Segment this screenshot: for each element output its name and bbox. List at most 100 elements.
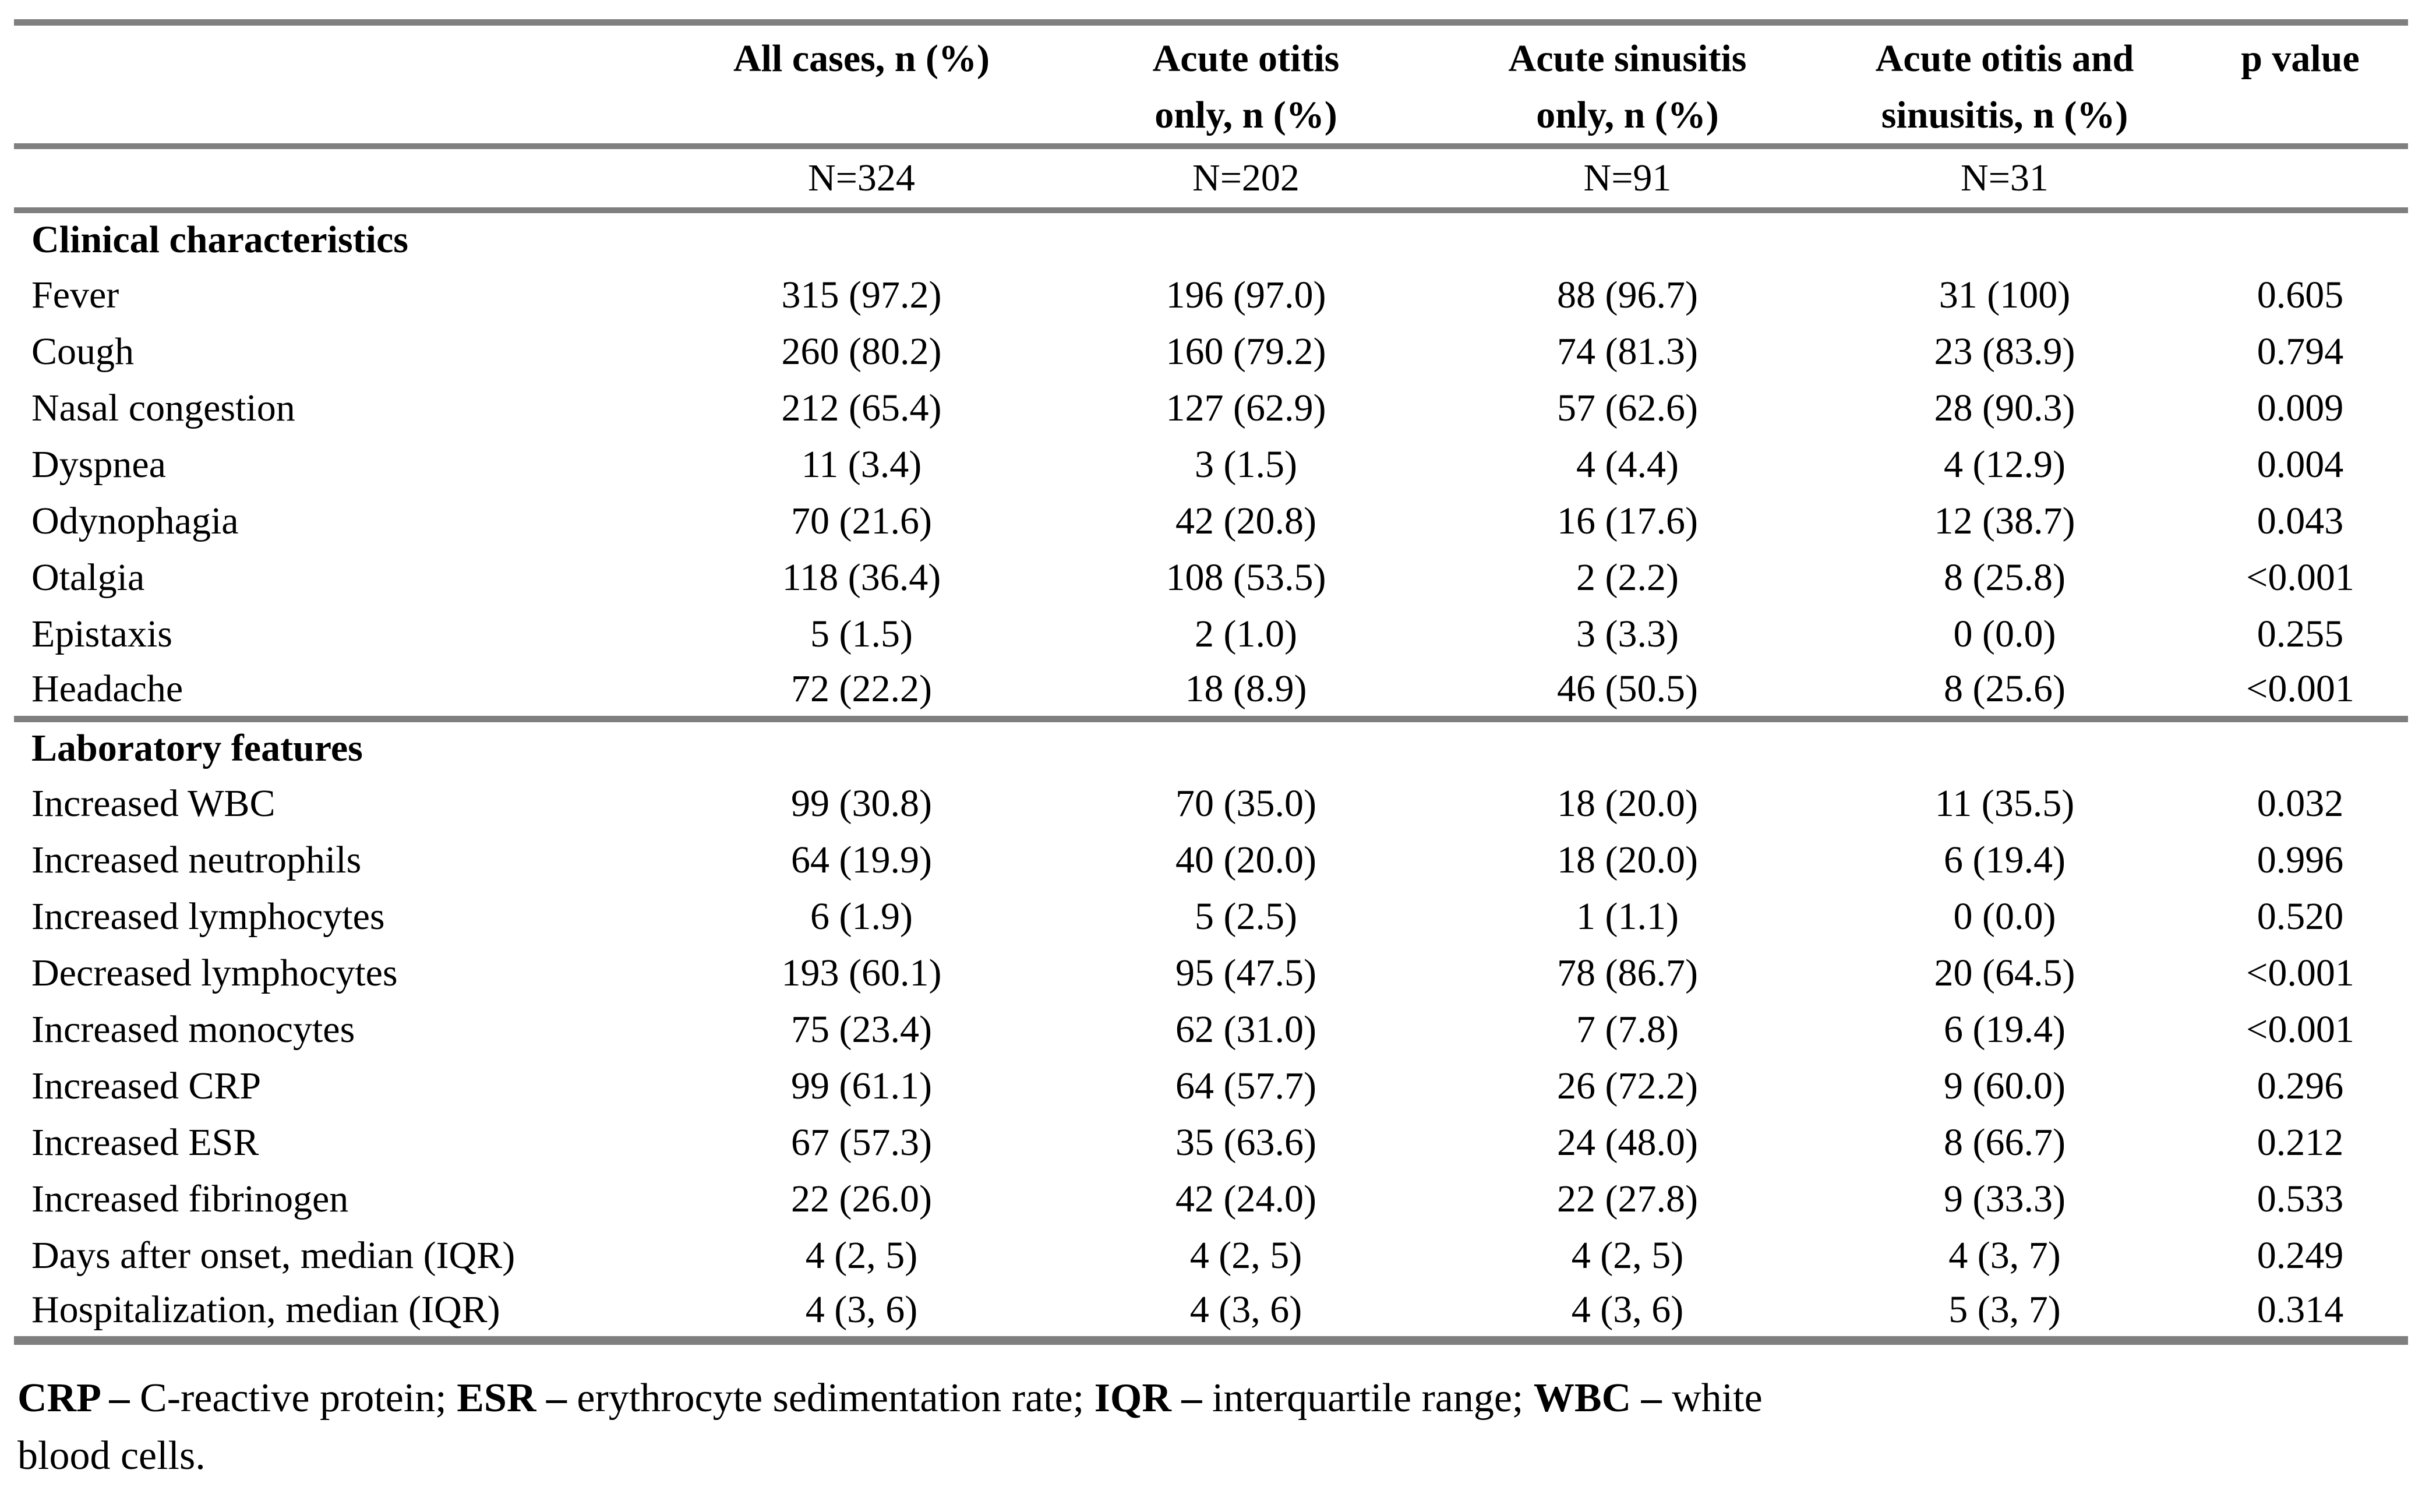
- p-value-cell: 0.255: [2257, 612, 2344, 655]
- column-header-line: only, n (%): [1536, 94, 1719, 136]
- table-row: Increased monocytes 75 (23.4) 62 (31.0) 7 (…: [14, 1001, 2408, 1058]
- value-cell: 4 (4.4): [1576, 443, 1679, 486]
- row-label: Odynophagia: [31, 499, 239, 542]
- n-value: [2192, 146, 2408, 213]
- value-cell: 9 (60.0): [1944, 1064, 2066, 1107]
- value-cell: 78 (86.7): [1557, 951, 1698, 994]
- value-cell: 4 (2, 5): [805, 1234, 918, 1277]
- value-cell: 67 (57.3): [791, 1121, 932, 1164]
- value-cell: 5 (2.5): [1195, 895, 1297, 938]
- value-cell: 88 (96.7): [1557, 273, 1698, 316]
- table-row: Nasal congestion 212 (65.4) 127 (62.9) 57 (…: [14, 380, 2408, 436]
- row-label: Hospitalization, median (IQR): [31, 1288, 500, 1331]
- table-row: Increased CRP 99 (61.1) 64 (57.7) 26 (72.2)…: [14, 1058, 2408, 1114]
- value-cell: 11 (3.4): [801, 443, 922, 486]
- value-cell: 8 (66.7): [1944, 1121, 2066, 1164]
- n-value: N=31: [1817, 146, 2192, 213]
- row-label: Increased WBC: [31, 782, 276, 825]
- value-cell: 3 (1.5): [1195, 443, 1297, 486]
- row-label: Headache: [14, 662, 669, 722]
- corner-cell: [14, 146, 669, 213]
- value-cell: 26 (72.2): [1557, 1064, 1698, 1107]
- p-value-cell: 0.520: [2257, 895, 2344, 938]
- p-value-cell: 0.009: [2257, 386, 2344, 429]
- p-value-cell: 0.296: [2257, 1064, 2344, 1107]
- table-row: Fever 315 (97.2) 196 (97.0) 88 (96.7) 31 (10…: [14, 267, 2408, 323]
- column-header: p value: [2192, 22, 2408, 149]
- value-cell: 160 (79.2): [1166, 330, 1326, 373]
- p-value-cell: 0.314: [2257, 1288, 2344, 1331]
- value-cell: 24 (48.0): [1557, 1121, 1698, 1164]
- value-cell: 7 (7.8): [1576, 1008, 1679, 1051]
- table-row: Decreased lymphocytes 193 (60.1) 95 (47.5)…: [14, 945, 2408, 1001]
- row-label: Increased fibrinogen: [31, 1177, 349, 1220]
- column-header-line: only, n (%): [1154, 94, 1337, 136]
- column-header: Acute sinusitis only, n (%): [1438, 22, 1817, 149]
- row-label: Decreased lymphocytes: [31, 951, 398, 994]
- p-value-cell: 0.004: [2257, 443, 2344, 486]
- footnote: CRP – C-reactive protein; ESR – erythroc…: [17, 1369, 2399, 1485]
- row-label: Increased ESR: [31, 1121, 259, 1164]
- table-row: Cough 260 (80.2) 160 (79.2) 74 (81.3) 23 (83…: [14, 323, 2408, 380]
- value-cell: 3 (3.3): [1576, 612, 1679, 655]
- row-label: Increased neutrophils: [31, 838, 362, 881]
- value-cell: 23 (83.9): [1934, 330, 2075, 373]
- p-value-cell: 0.605: [2257, 273, 2344, 316]
- row-label: Nasal congestion: [31, 386, 295, 429]
- column-header-line: sinusitis, n (%): [1881, 94, 2128, 136]
- row-label: Increased monocytes: [31, 1008, 355, 1051]
- value-cell: 99 (61.1): [791, 1064, 932, 1107]
- value-cell: 2 (1.0): [1195, 612, 1297, 655]
- table-row: Days after onset, median (IQR) 4 (2, 5) 4 …: [14, 1227, 2408, 1284]
- column-header: Acute otitis only, n (%): [1054, 22, 1438, 149]
- value-cell: 260 (80.2): [781, 330, 942, 373]
- value-cell: 5 (3, 7): [1948, 1288, 2061, 1331]
- value-cell: 1 (1.1): [1576, 895, 1679, 938]
- column-header-line: Acute sinusitis: [1508, 37, 1747, 80]
- value-cell: 4 (2, 5): [1571, 1234, 1684, 1277]
- section-header-row: Laboratory features: [14, 719, 2408, 775]
- value-cell: 22 (27.8): [1557, 1177, 1698, 1220]
- row-label: Days after onset, median (IQR): [31, 1234, 516, 1277]
- table-row: Increased fibrinogen 22 (26.0) 42 (24.0) 22…: [14, 1171, 2408, 1227]
- table-row: Dyspnea 11 (3.4) 3 (1.5) 4 (4.4) 4 (12.9) 0.0…: [14, 436, 2408, 493]
- value-cell: 20 (64.5): [1934, 951, 2075, 994]
- value-cell: 108 (53.5): [1166, 556, 1326, 599]
- value-cell: 8 (25.6): [1817, 662, 2192, 722]
- p-value-cell: 0.212: [2257, 1121, 2344, 1164]
- abbreviation: CRP –: [17, 1375, 130, 1421]
- value-cell: 95 (47.5): [1175, 951, 1316, 994]
- table-row: Increased WBC 99 (30.8) 70 (35.0) 18 (20.0)…: [14, 775, 2408, 832]
- row-label: Fever: [31, 273, 119, 316]
- value-cell: 18 (20.0): [1557, 782, 1698, 825]
- row-label: Increased lymphocytes: [31, 895, 385, 938]
- clinical-laboratory-table: All cases, n (%) Acute otitis only, n (%) A…: [14, 19, 2408, 1345]
- value-cell: 16 (17.6): [1557, 499, 1698, 542]
- column-header-line: p value: [2241, 37, 2360, 80]
- value-cell: 127 (62.9): [1166, 386, 1326, 429]
- row-label: Increased CRP: [31, 1064, 262, 1107]
- n-row: N=324 N=202 N=91 N=31: [14, 146, 2408, 213]
- value-cell: 42 (24.0): [1175, 1177, 1316, 1220]
- p-value-cell: <0.001: [2246, 1008, 2354, 1051]
- value-cell: 18 (20.0): [1557, 838, 1698, 881]
- column-header-line: Acute otitis: [1152, 37, 1340, 80]
- value-cell: 4 (12.9): [1944, 443, 2066, 486]
- value-cell: 193 (60.1): [781, 951, 942, 994]
- table-row: Epistaxis 5 (1.5) 2 (1.0) 3 (3.3) 0 (0.0) 0.2…: [14, 606, 2408, 662]
- value-cell: 0 (0.0): [1953, 612, 2056, 655]
- value-cell: 22 (26.0): [791, 1177, 932, 1220]
- p-value-cell: 0.996: [2257, 838, 2344, 881]
- value-cell: 196 (97.0): [1166, 273, 1326, 316]
- value-cell: 4 (3, 6): [805, 1288, 918, 1331]
- value-cell: 6 (1.9): [810, 895, 913, 938]
- value-cell: 118 (36.4): [782, 556, 941, 599]
- column-header-row: All cases, n (%) Acute otitis only, n (%) A…: [14, 22, 2408, 149]
- value-cell: 46 (50.5): [1438, 662, 1817, 722]
- p-value-cell: <0.001: [2246, 951, 2354, 994]
- value-cell: 2 (2.2): [1576, 556, 1679, 599]
- value-cell: 4 (3, 6): [1571, 1288, 1684, 1331]
- column-header-line: Acute otitis and: [1875, 37, 2134, 80]
- value-cell: 42 (20.8): [1175, 499, 1316, 542]
- value-cell: 28 (90.3): [1934, 386, 2075, 429]
